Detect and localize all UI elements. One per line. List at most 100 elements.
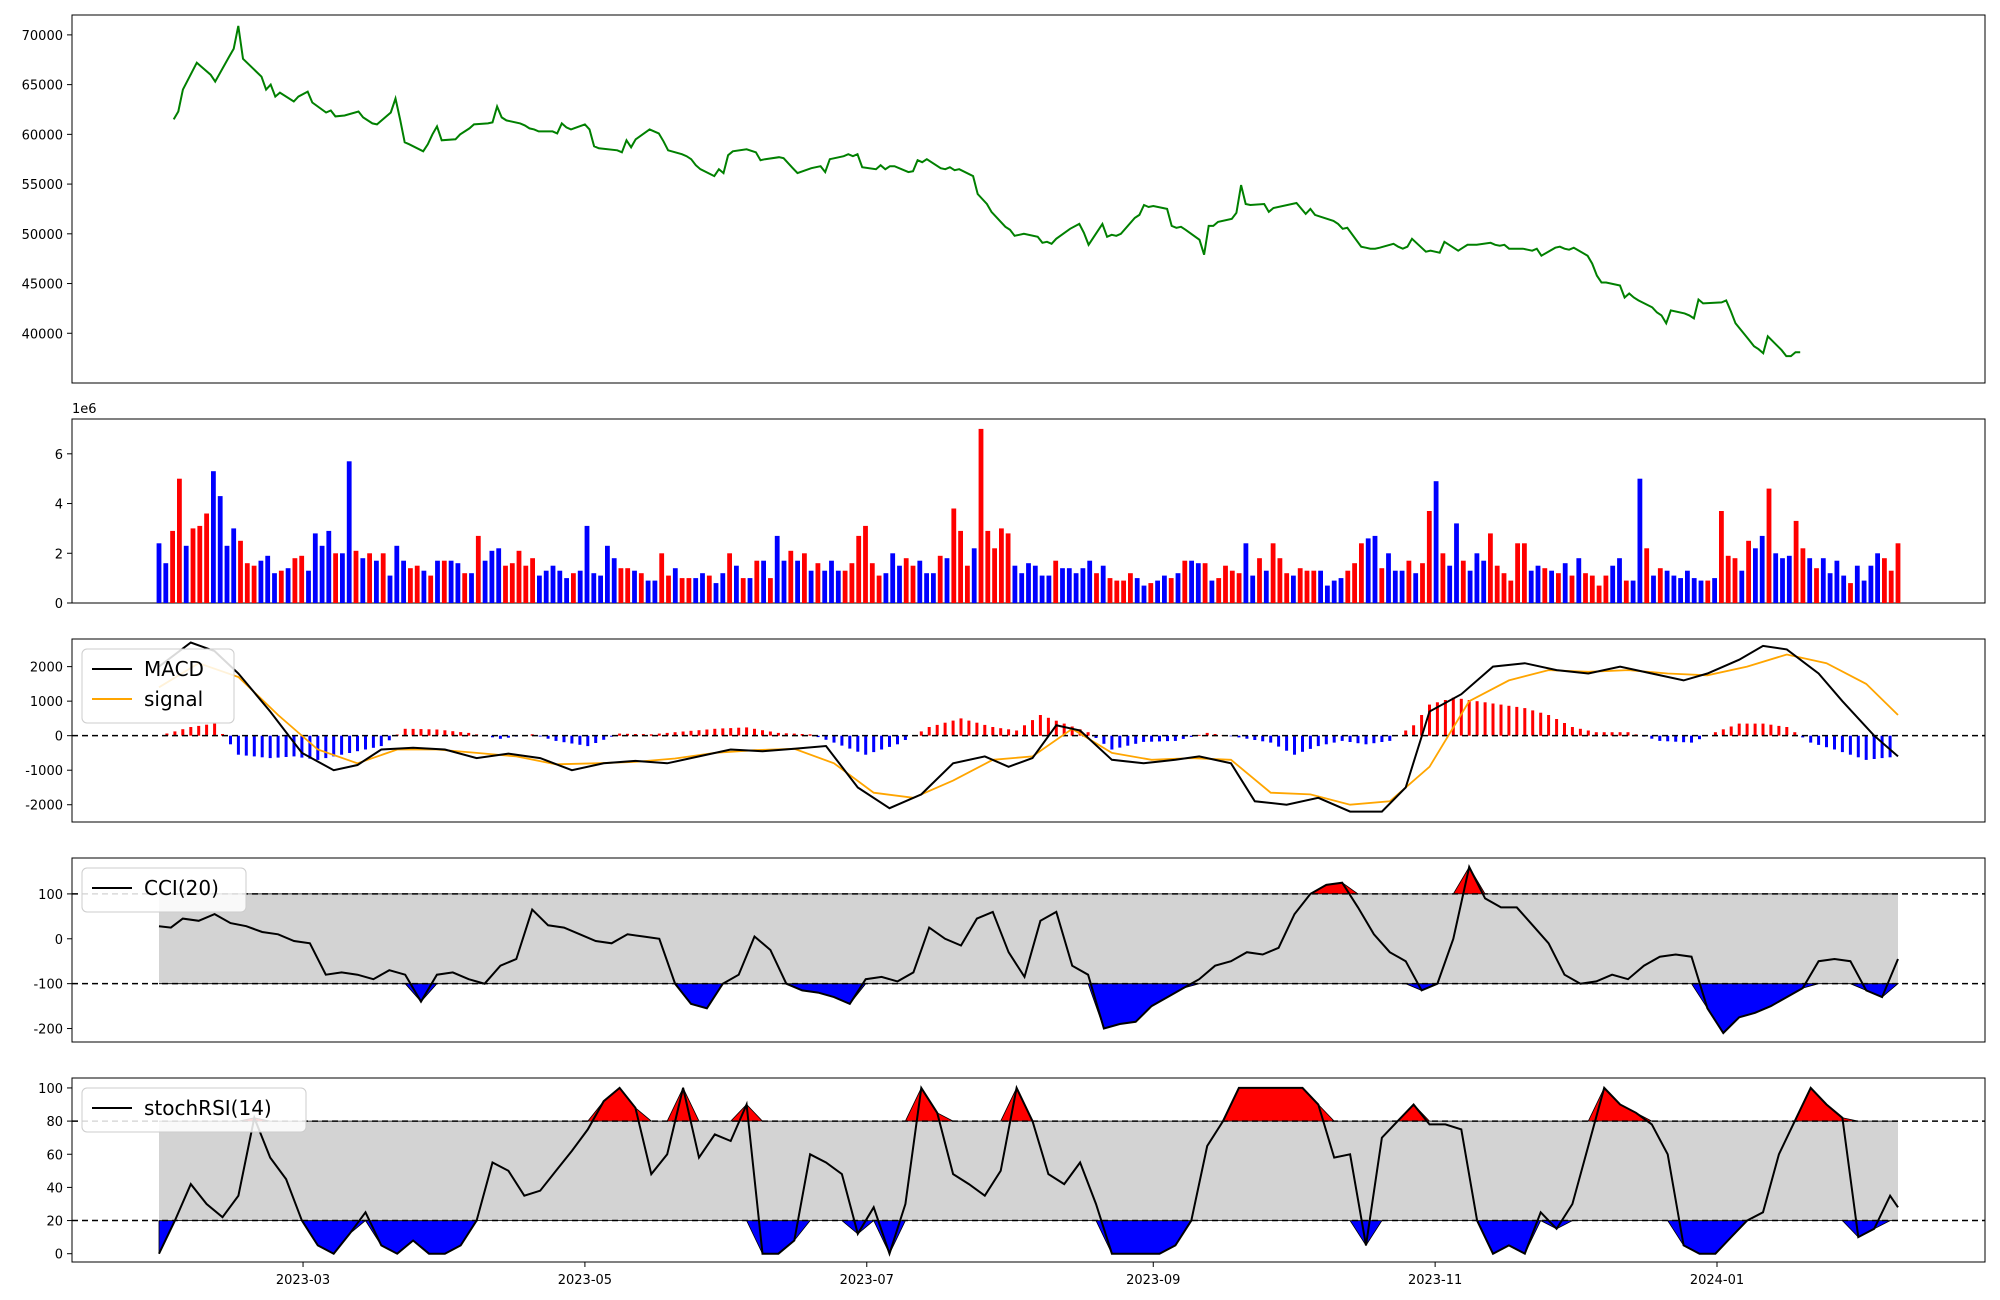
volume-bar [1263,570,1269,603]
macd-histogram-bar [324,735,328,759]
volume-bar [917,560,923,603]
volume-bar [1596,585,1602,603]
macd-histogram-bar [1023,725,1026,736]
volume-bar [774,535,780,603]
macd-histogram-bar [1316,735,1320,747]
volume-bar [747,578,753,603]
legend-box [81,867,247,913]
volume-bar [177,478,182,603]
macd-histogram-bar [538,735,542,737]
volume-bar [469,573,474,603]
macd-histogram-bar [1459,698,1463,736]
volume-bar [1433,481,1439,603]
volume-bar [1807,558,1813,603]
macd-histogram-bar [1698,735,1701,740]
volume-bar [428,575,434,603]
volume-bar [985,530,991,603]
volume-bar [550,565,556,603]
x-tick-label: 2023-07 [840,1273,894,1288]
volume-bar [1848,583,1853,603]
volume-bar [285,568,291,603]
volume-bar [1223,565,1228,603]
macd-histogram-bar [761,730,764,736]
volume-bar [530,558,535,603]
macd-histogram-bar [1356,735,1360,744]
volume-bar [978,428,984,603]
macd-histogram-bar [252,735,256,757]
macd-histogram-bar [173,731,177,736]
volume-bar [1719,511,1724,603]
volume-bar [1780,558,1785,603]
volume-bar [421,570,427,603]
macd-histogram-bar [1380,735,1384,742]
volume-bar [1637,478,1643,603]
macd-histogram-bar [935,724,939,736]
macd-histogram-bar [1181,735,1185,739]
macd-histogram-bar [459,732,463,736]
legend-label: CCI(20) [144,876,219,900]
macd-histogram-bar [784,733,788,736]
macd-histogram-bar [983,724,987,736]
legend-label: stochRSI(14) [144,1096,272,1120]
volume-panel: 0 2 4 6 1e6 [55,402,1986,612]
volume-bar [1114,580,1120,603]
volume-bar [713,583,719,603]
macd-histogram-bar [1038,715,1042,736]
macd-histogram-bar [713,728,717,736]
macd-histogram-bar [1674,735,1678,742]
volume-bar [1291,575,1296,603]
macd-histogram-bar [705,729,709,736]
macd-histogram-bar [903,735,907,740]
macd-histogram-bar [1308,735,1312,749]
macd-histogram-bar [244,735,248,756]
macd-histogram-bar [1301,735,1304,752]
macd-histogram-bar [1690,735,1693,743]
macd-histogram-bar [1872,735,1876,759]
macd-histogram-bar [1269,735,1273,743]
volume-bar [1501,573,1507,603]
price-panel: 40000 45000 50000 55000 60000 65000 70000 [22,14,1986,384]
volume-bar [1610,565,1616,603]
volume-bar [842,570,848,603]
macd-line [158,641,1899,813]
volume-bar [1508,580,1514,603]
volume-bar [890,553,896,603]
macd-histogram-bar [1372,735,1376,744]
y-tick-label: 0 [55,597,63,612]
volume-bar [333,553,338,603]
volume-bar [1589,575,1595,603]
y-tick-label: 60 [46,1148,63,1163]
y-tick-label: 55000 [22,178,63,193]
y-tick-label: 40000 [22,327,63,342]
volume-bar [1005,533,1011,603]
volume-bar [1100,565,1106,603]
macd-histogram-bar [1491,703,1495,736]
macd-histogram-bar [379,735,383,747]
macd-histogram-bar [586,735,590,747]
macd-histogram-bar [943,722,947,736]
volume-bar [543,570,549,603]
volume-bar [1664,570,1670,603]
macd-histogram-bar [308,735,312,759]
overbought-fill [159,1086,1898,1122]
neutral-band [159,893,1898,984]
volume-bar [740,578,746,603]
macd-histogram-bar [1570,727,1574,736]
macd-histogram-bar [1420,715,1424,736]
macd-histogram-bar [1713,732,1717,736]
volume-bar [509,563,515,603]
macd-histogram-bar [1062,723,1066,736]
volume-bar [734,565,739,603]
macd-histogram-bar [1237,735,1241,738]
volume-bar [1277,558,1283,603]
volume-bar [1053,560,1059,603]
volume-bar [455,563,461,603]
volume-bar [211,471,216,603]
volume-bar [258,560,264,603]
volume-bar [1195,563,1201,603]
volume-bar [340,553,345,603]
macd-histogram-bar [1285,735,1289,751]
macd-histogram-bar [1197,734,1201,736]
macd-histogram-bar [236,735,240,755]
